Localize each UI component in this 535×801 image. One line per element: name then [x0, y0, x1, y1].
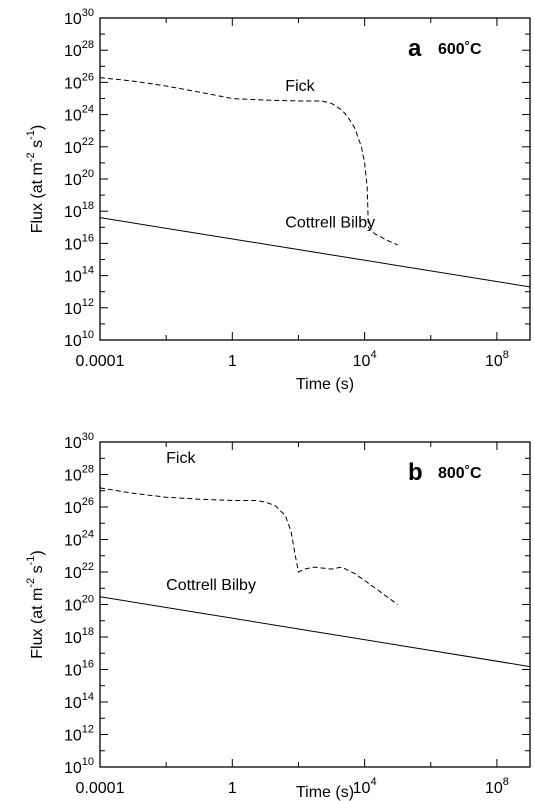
x-tick-label: 0.0001: [76, 353, 125, 370]
series-label: Cottrell Bilby: [285, 214, 375, 231]
y-tick-label: 1020: [64, 168, 94, 189]
x-tick-label: 108: [485, 776, 509, 797]
x-tick-label: 0.0001: [76, 780, 125, 797]
series-line-fick: [100, 487, 398, 605]
panel-condition: 600˚C: [438, 41, 482, 58]
x-axis-title: Time (s): [296, 376, 354, 393]
y-tick-label: 1014: [64, 691, 94, 712]
series-line-fick: [100, 77, 398, 246]
x-tick-label: 104: [353, 776, 377, 797]
y-tick-label: 1018: [64, 626, 94, 647]
y-tick-label: 1010: [64, 756, 94, 777]
y-tick-label: 1026: [64, 496, 94, 517]
plot-frame: [99, 17, 531, 341]
y-axis-title: Flux (at m-2 s-1): [25, 550, 46, 658]
y-tick-label: 1022: [64, 136, 94, 157]
y-axis-title: Flux (at m-2 s-1): [25, 125, 46, 233]
panel-letter: b: [408, 459, 423, 486]
y-tick-label: 1012: [64, 297, 94, 318]
x-tick-label: 108: [485, 349, 509, 370]
x-tick-label: 104: [353, 349, 377, 370]
plot-frame: [99, 441, 531, 768]
series-line-cottrell-bilby: [100, 596, 530, 668]
y-tick-label: 1024: [64, 529, 94, 550]
y-tick-label: 1020: [64, 594, 94, 615]
panel-letter: a: [408, 35, 422, 62]
x-tick-label: 1: [228, 780, 237, 797]
y-tick-label: 1010: [64, 329, 94, 350]
chart-panel-b: 1010 1012 1014 1016 1018 1020 1022 1024 1026 1028…: [25, 431, 531, 801]
y-tick-label: 1016: [64, 659, 94, 680]
y-tick-label: 1022: [64, 561, 94, 582]
chart-panel-a: 1010 1012 1014 1016 1018 1020 1022 1024 1026 1028…: [25, 7, 531, 393]
y-tick-label: 1014: [64, 265, 94, 286]
y-tick-label: 1030: [64, 7, 94, 28]
series-label: Fick: [166, 450, 196, 467]
x-axis-title: Time (s): [296, 784, 354, 801]
series-line-cottrell-bilby: [100, 217, 530, 288]
y-tick-label: 1030: [64, 431, 94, 452]
y-tick-label: 1018: [64, 200, 94, 221]
y-tick-label: 1012: [64, 724, 94, 745]
y-tick-label: 1026: [64, 71, 94, 92]
y-tick-label: 1024: [64, 104, 94, 125]
series-label: Fick: [285, 78, 315, 95]
y-tick-label: 1016: [64, 232, 94, 253]
panel-condition: 800˚C: [438, 465, 482, 482]
y-tick-label: 1028: [64, 39, 94, 60]
x-tick-label: 1: [228, 353, 237, 370]
series-label: Cottrell Bilby: [166, 577, 256, 594]
y-tick-label: 1028: [64, 464, 94, 485]
